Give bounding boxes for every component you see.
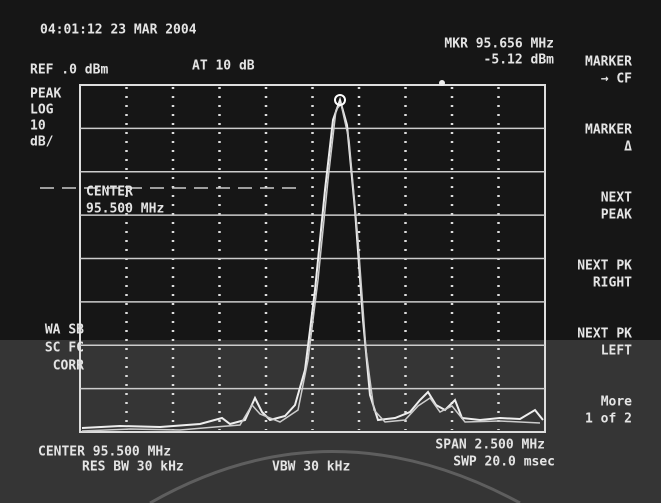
analyzer-screen: 04:01:12 23 MAR 2004 MKR 95.656 MHz-5.12 … [0, 0, 661, 503]
marker-indicator [439, 80, 445, 86]
scale-label: dB/ [30, 135, 54, 150]
footer-center: CENTER 95.500 MHz [38, 445, 171, 460]
timestamp: 04:01:12 23 MAR 2004 [40, 23, 197, 38]
center-annotation: 95.500 MHz [86, 202, 164, 217]
scale-label: 10 [30, 119, 46, 134]
footer-sweep: SWP 20.0 msec [453, 455, 555, 470]
scale-label: LOG [30, 103, 54, 118]
softkey-label: RIGHT [593, 276, 632, 291]
reference-level: REF .0 dBm [30, 63, 108, 78]
attenuation: AT 10 dB [192, 59, 255, 74]
softkey-label: MARKER [585, 55, 632, 70]
footer-res-bw: RES BW 30 kHz [82, 460, 184, 475]
marker-frequency: MKR 95.656 MHz [444, 37, 554, 52]
scale-label: PEAK [30, 87, 61, 102]
status-label: SC FC [45, 341, 84, 356]
status-label: WA SB [45, 323, 84, 338]
glare [0, 340, 661, 503]
status-label: CORR [53, 359, 84, 374]
softkey-label: MARKER [585, 123, 632, 138]
footer-vbw: VBW 30 kHz [272, 460, 350, 475]
softkey-label: Δ [624, 140, 632, 155]
softkey-label: NEXT PK [577, 327, 632, 342]
page: 04:01:12 23 MAR 2004 MKR 95.656 MHz-5.12 … [0, 0, 661, 503]
softkey-label: → CF [601, 72, 632, 87]
softkey-label: NEXT PK [577, 259, 632, 274]
softkey-label: More [601, 395, 632, 410]
softkey-label: LEFT [601, 344, 632, 359]
center-annotation: CENTER [86, 185, 133, 200]
softkey-label: PEAK [601, 208, 632, 223]
softkey-label: NEXT [601, 191, 632, 206]
softkey-label: 1 of 2 [585, 412, 632, 427]
marker-level: -5.12 dBm [484, 53, 555, 68]
footer-span: SPAN 2.500 MHz [435, 438, 545, 453]
